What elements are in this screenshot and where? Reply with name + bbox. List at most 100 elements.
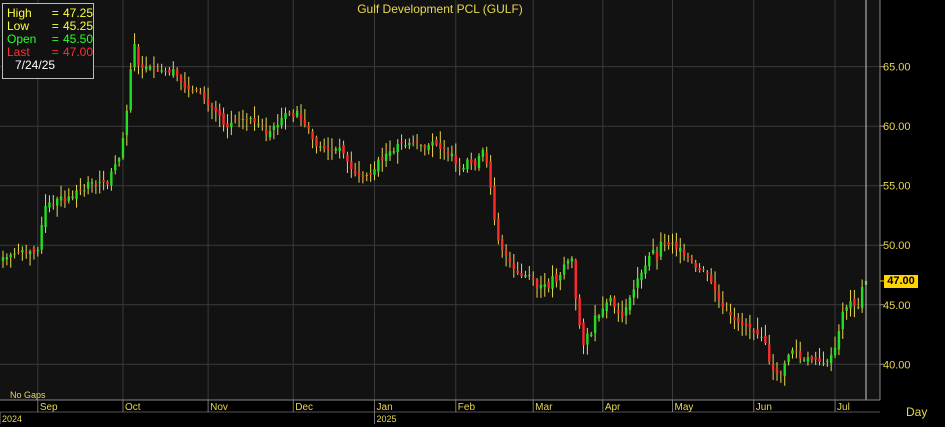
candle	[849, 290, 852, 317]
candle	[593, 304, 597, 342]
candle	[326, 137, 330, 161]
candle	[454, 143, 457, 172]
candle	[28, 249, 32, 266]
candle	[377, 156, 380, 177]
ohlc-label: High	[7, 6, 32, 20]
month-label: Jul	[837, 402, 850, 413]
candle	[110, 167, 113, 191]
ohlc-label: Open	[7, 32, 37, 46]
month-label: Nov	[210, 402, 228, 413]
candle	[710, 268, 713, 285]
candle	[632, 279, 636, 306]
candle	[729, 303, 732, 324]
candle	[168, 67, 171, 76]
month-label: Dec	[295, 402, 313, 413]
ohlc-label: Low	[7, 19, 30, 33]
candle	[373, 161, 376, 181]
candle	[284, 107, 287, 130]
candle	[814, 351, 817, 366]
candle	[667, 234, 670, 250]
candle	[458, 157, 461, 176]
candle	[690, 254, 694, 264]
price-tick-label: 50.00	[883, 240, 911, 252]
candle	[17, 243, 20, 255]
candle	[83, 183, 86, 197]
candle	[36, 246, 40, 257]
candle	[148, 64, 152, 71]
ohlc-row-low: Low = 45.25	[7, 20, 93, 33]
candle	[48, 195, 51, 213]
candle	[353, 162, 357, 177]
candle	[446, 147, 450, 162]
candle	[315, 135, 318, 154]
price-tick-label: 40.00	[883, 359, 911, 371]
candle	[226, 114, 229, 139]
candle	[357, 161, 361, 183]
candle	[319, 141, 322, 152]
candle	[191, 85, 194, 94]
candle	[775, 362, 779, 381]
candle	[261, 118, 264, 131]
candle	[504, 244, 508, 267]
candle	[114, 155, 117, 175]
candle	[303, 109, 307, 128]
year-label: 2025	[377, 414, 397, 424]
price-tick-label: 45.00	[883, 300, 911, 312]
candle	[644, 255, 647, 279]
candle	[152, 56, 156, 79]
candle	[566, 258, 570, 270]
candle	[679, 237, 682, 264]
candle	[102, 170, 105, 191]
candle	[164, 67, 167, 76]
candle	[559, 271, 562, 291]
candle	[752, 328, 755, 341]
no-gaps-label: No Gaps	[10, 390, 46, 400]
candle	[203, 86, 206, 105]
candle	[655, 246, 659, 270]
candle	[717, 284, 721, 308]
candle	[141, 56, 144, 79]
candle	[489, 155, 492, 195]
candle	[381, 147, 384, 172]
candle	[837, 324, 841, 356]
candle	[466, 157, 469, 173]
candle	[442, 140, 446, 160]
candle	[361, 171, 365, 184]
year-label: 2024	[2, 414, 22, 424]
candle	[125, 104, 129, 146]
period-label[interactable]: Day	[906, 405, 928, 419]
candle	[582, 318, 585, 355]
candle	[787, 353, 790, 366]
candle	[601, 296, 605, 319]
chart-title: Gulf Development PCL (GULF)	[357, 2, 523, 16]
ohlc-info-box: High = 47.25 Low = 45.25 Open = 45.50 Last = 47.00 7…	[2, 3, 94, 79]
candle	[737, 313, 740, 331]
candle	[597, 314, 601, 322]
candle	[63, 190, 67, 208]
ohlc-value: 45.50	[62, 32, 93, 46]
candle	[264, 117, 268, 142]
month-label: Feb	[458, 402, 476, 413]
candle	[334, 146, 338, 154]
candle	[771, 353, 775, 381]
candle	[783, 360, 786, 386]
candle	[299, 104, 303, 127]
candle	[810, 355, 814, 364]
candle	[75, 184, 78, 208]
candle	[721, 291, 725, 315]
candle	[555, 268, 558, 288]
candle	[528, 266, 531, 280]
month-label: Jan	[377, 402, 393, 413]
candle	[295, 105, 299, 119]
ohlc-row-open: Open = 45.50	[7, 33, 93, 46]
candle	[485, 146, 488, 168]
candle	[435, 136, 438, 147]
candle	[617, 302, 620, 322]
candle	[44, 194, 47, 233]
candle	[768, 334, 771, 365]
candle	[230, 110, 233, 136]
candle	[512, 253, 516, 278]
ohlc-value: 47.25	[62, 6, 93, 20]
candle	[760, 327, 763, 342]
